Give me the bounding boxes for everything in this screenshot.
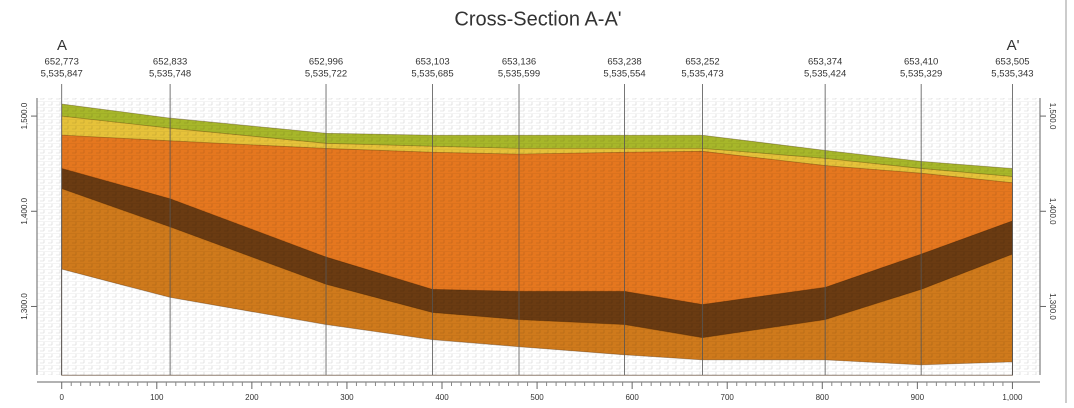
borehole-easting: 653,252: [685, 57, 719, 68]
chart-title: Cross-Section A-A': [454, 8, 621, 30]
borehole-northing: 5,535,599: [498, 69, 540, 80]
borehole-northing: 5,535,685: [411, 69, 453, 80]
layers: [62, 104, 1013, 375]
borehole-northing: 5,535,343: [991, 69, 1033, 80]
y-tick-label: 1,500.0: [20, 102, 29, 129]
borehole-northing: 5,535,473: [681, 69, 723, 80]
borehole-northing: 5,535,329: [900, 69, 942, 80]
borehole-easting: 652,773: [45, 57, 79, 68]
borehole-easting: 653,374: [808, 57, 842, 68]
chart: Cross-Section A-A' A A' 652,7735,535,847…: [0, 0, 1074, 403]
x-tick-label: 600: [625, 393, 639, 402]
borehole-northing: 5,535,847: [41, 69, 83, 80]
borehole-easting: 653,505: [995, 57, 1029, 68]
y2-tick-label: 1,300.0: [1048, 293, 1057, 320]
borehole-northing: 5,535,554: [603, 69, 645, 80]
x-tick-label: 0: [59, 393, 64, 402]
x-tick-label: 1,000: [1002, 393, 1023, 402]
x-tick-label: 400: [435, 393, 449, 402]
borehole-easting: 653,410: [904, 57, 938, 68]
borehole-easting: 653,136: [502, 57, 536, 68]
borehole-easting: 652,833: [153, 57, 187, 68]
x-tick-label: 100: [150, 393, 164, 402]
x-tick-label: 300: [340, 393, 354, 402]
y2-tick-label: 1,400.0: [1048, 198, 1057, 225]
x-tick-label: 900: [911, 393, 925, 402]
borehole-easting: 653,103: [415, 57, 449, 68]
borehole-northing: 5,535,424: [804, 69, 846, 80]
y-tick-label: 1,400.0: [20, 197, 29, 224]
x-tick-label: 700: [721, 393, 735, 402]
borehole-easting: 653,238: [607, 57, 641, 68]
section-end-label: A': [1007, 37, 1020, 54]
x-tick-label: 500: [530, 393, 544, 402]
x-tick-label: 200: [245, 393, 259, 402]
section-start-label: A: [57, 37, 67, 54]
x-tick-label: 800: [816, 393, 830, 402]
borehole-northing: 5,535,722: [305, 69, 347, 80]
y-tick-label: 1,300.0: [20, 293, 29, 320]
borehole-easting: 652,996: [309, 57, 343, 68]
borehole-northing: 5,535,748: [149, 69, 191, 80]
y2-tick-label: 1,500.0: [1048, 103, 1057, 130]
